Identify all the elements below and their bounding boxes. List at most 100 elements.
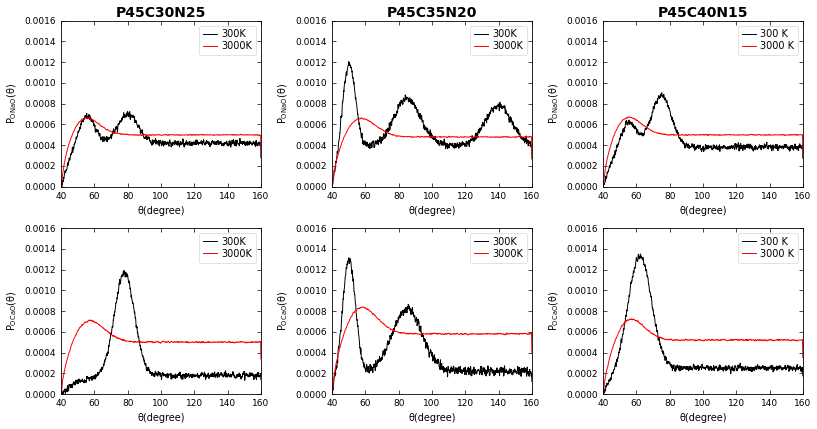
300K <box>344 255 354 260</box>
3000K <box>256 356 266 362</box>
3000 K <box>798 355 808 360</box>
3000K <box>527 151 537 156</box>
300K <box>361 367 371 372</box>
3000K <box>162 132 172 137</box>
3000K <box>86 317 96 323</box>
300K <box>432 360 442 366</box>
300 K <box>636 251 645 257</box>
Legend: 300K, 3000K: 300K, 3000K <box>470 233 527 263</box>
300K <box>361 140 371 145</box>
X-axis label: θ(degree): θ(degree) <box>679 414 726 423</box>
3000K <box>56 391 66 396</box>
300K <box>414 112 424 117</box>
3000K <box>436 135 446 140</box>
3000 K <box>627 317 637 322</box>
Y-axis label: $\mathregular{P_{OCaO}(\theta)}$: $\mathregular{P_{OCaO}(\theta)}$ <box>6 291 19 331</box>
Line: 300K: 300K <box>61 112 261 187</box>
300K <box>527 157 537 162</box>
3000 K <box>666 337 676 342</box>
3000K <box>436 332 446 337</box>
3000K <box>83 115 93 121</box>
3000 K <box>685 338 694 343</box>
300K <box>166 371 176 376</box>
3000K <box>432 134 442 139</box>
Y-axis label: $\mathregular{P_{ONaO}(\theta)}$: $\mathregular{P_{ONaO}(\theta)}$ <box>276 83 290 124</box>
X-axis label: θ(degree): θ(degree) <box>679 206 726 216</box>
300K <box>328 183 337 188</box>
Line: 3000K: 3000K <box>61 118 261 186</box>
3000K <box>56 184 66 189</box>
300K <box>328 181 337 187</box>
3000 K <box>703 337 713 342</box>
Line: 3000 K: 3000 K <box>603 117 803 186</box>
Line: 3000 K: 3000 K <box>603 319 803 393</box>
300 K <box>598 390 608 395</box>
300K <box>328 391 337 396</box>
300K <box>527 379 537 384</box>
3000K <box>123 338 133 344</box>
300K <box>354 334 364 339</box>
Line: 300 K: 300 K <box>603 254 803 394</box>
Line: 300K: 300K <box>333 258 532 394</box>
3000 K <box>666 132 676 137</box>
300K <box>395 100 404 105</box>
300 K <box>598 184 608 189</box>
3000 K <box>624 114 634 119</box>
Title: P45C40N15: P45C40N15 <box>658 6 748 20</box>
300K <box>414 323 424 329</box>
300K <box>90 377 100 382</box>
300K <box>436 362 446 367</box>
300K <box>395 313 404 318</box>
300K <box>162 140 172 145</box>
300 K <box>666 111 676 116</box>
300 K <box>798 373 808 378</box>
300K <box>56 184 66 189</box>
300K <box>83 116 93 121</box>
300 K <box>625 122 635 127</box>
300K <box>56 390 66 396</box>
300K <box>56 183 66 188</box>
3000K <box>166 132 176 137</box>
3000 K <box>708 337 717 342</box>
3000K <box>81 115 91 120</box>
3000K <box>90 119 100 124</box>
3000 K <box>703 133 713 138</box>
300K <box>143 136 153 141</box>
3000 K <box>598 183 608 188</box>
300K <box>162 372 172 377</box>
300K <box>57 391 67 396</box>
3000K <box>143 133 153 138</box>
Line: 300 K: 300 K <box>603 93 803 187</box>
3000 K <box>625 115 635 120</box>
300K <box>344 59 354 64</box>
3000K <box>395 133 404 139</box>
300 K <box>632 131 641 136</box>
3000 K <box>632 118 642 123</box>
300K <box>124 280 134 285</box>
3000 K <box>798 149 808 154</box>
3000K <box>432 331 442 336</box>
300 K <box>666 363 676 368</box>
3000K <box>361 117 371 122</box>
3000 K <box>632 318 642 323</box>
Title: P45C30N25: P45C30N25 <box>116 6 206 20</box>
3000K <box>527 351 537 356</box>
3000 K <box>685 132 694 137</box>
300K <box>119 268 129 273</box>
X-axis label: θ(degree): θ(degree) <box>408 414 456 423</box>
300K <box>143 366 153 372</box>
300K <box>256 155 266 160</box>
3000K <box>356 115 366 120</box>
300K <box>125 109 135 114</box>
300K <box>432 140 442 145</box>
300 K <box>798 156 808 161</box>
3000K <box>123 133 133 138</box>
300K <box>436 142 446 147</box>
3000 K <box>598 391 608 396</box>
3000K <box>414 331 424 336</box>
X-axis label: θ(degree): θ(degree) <box>137 206 185 216</box>
Line: 300K: 300K <box>61 271 261 394</box>
Y-axis label: $\mathregular{P_{OCaO}(\theta)}$: $\mathregular{P_{OCaO}(\theta)}$ <box>276 291 290 331</box>
300K <box>83 376 93 381</box>
300 K <box>657 90 667 95</box>
